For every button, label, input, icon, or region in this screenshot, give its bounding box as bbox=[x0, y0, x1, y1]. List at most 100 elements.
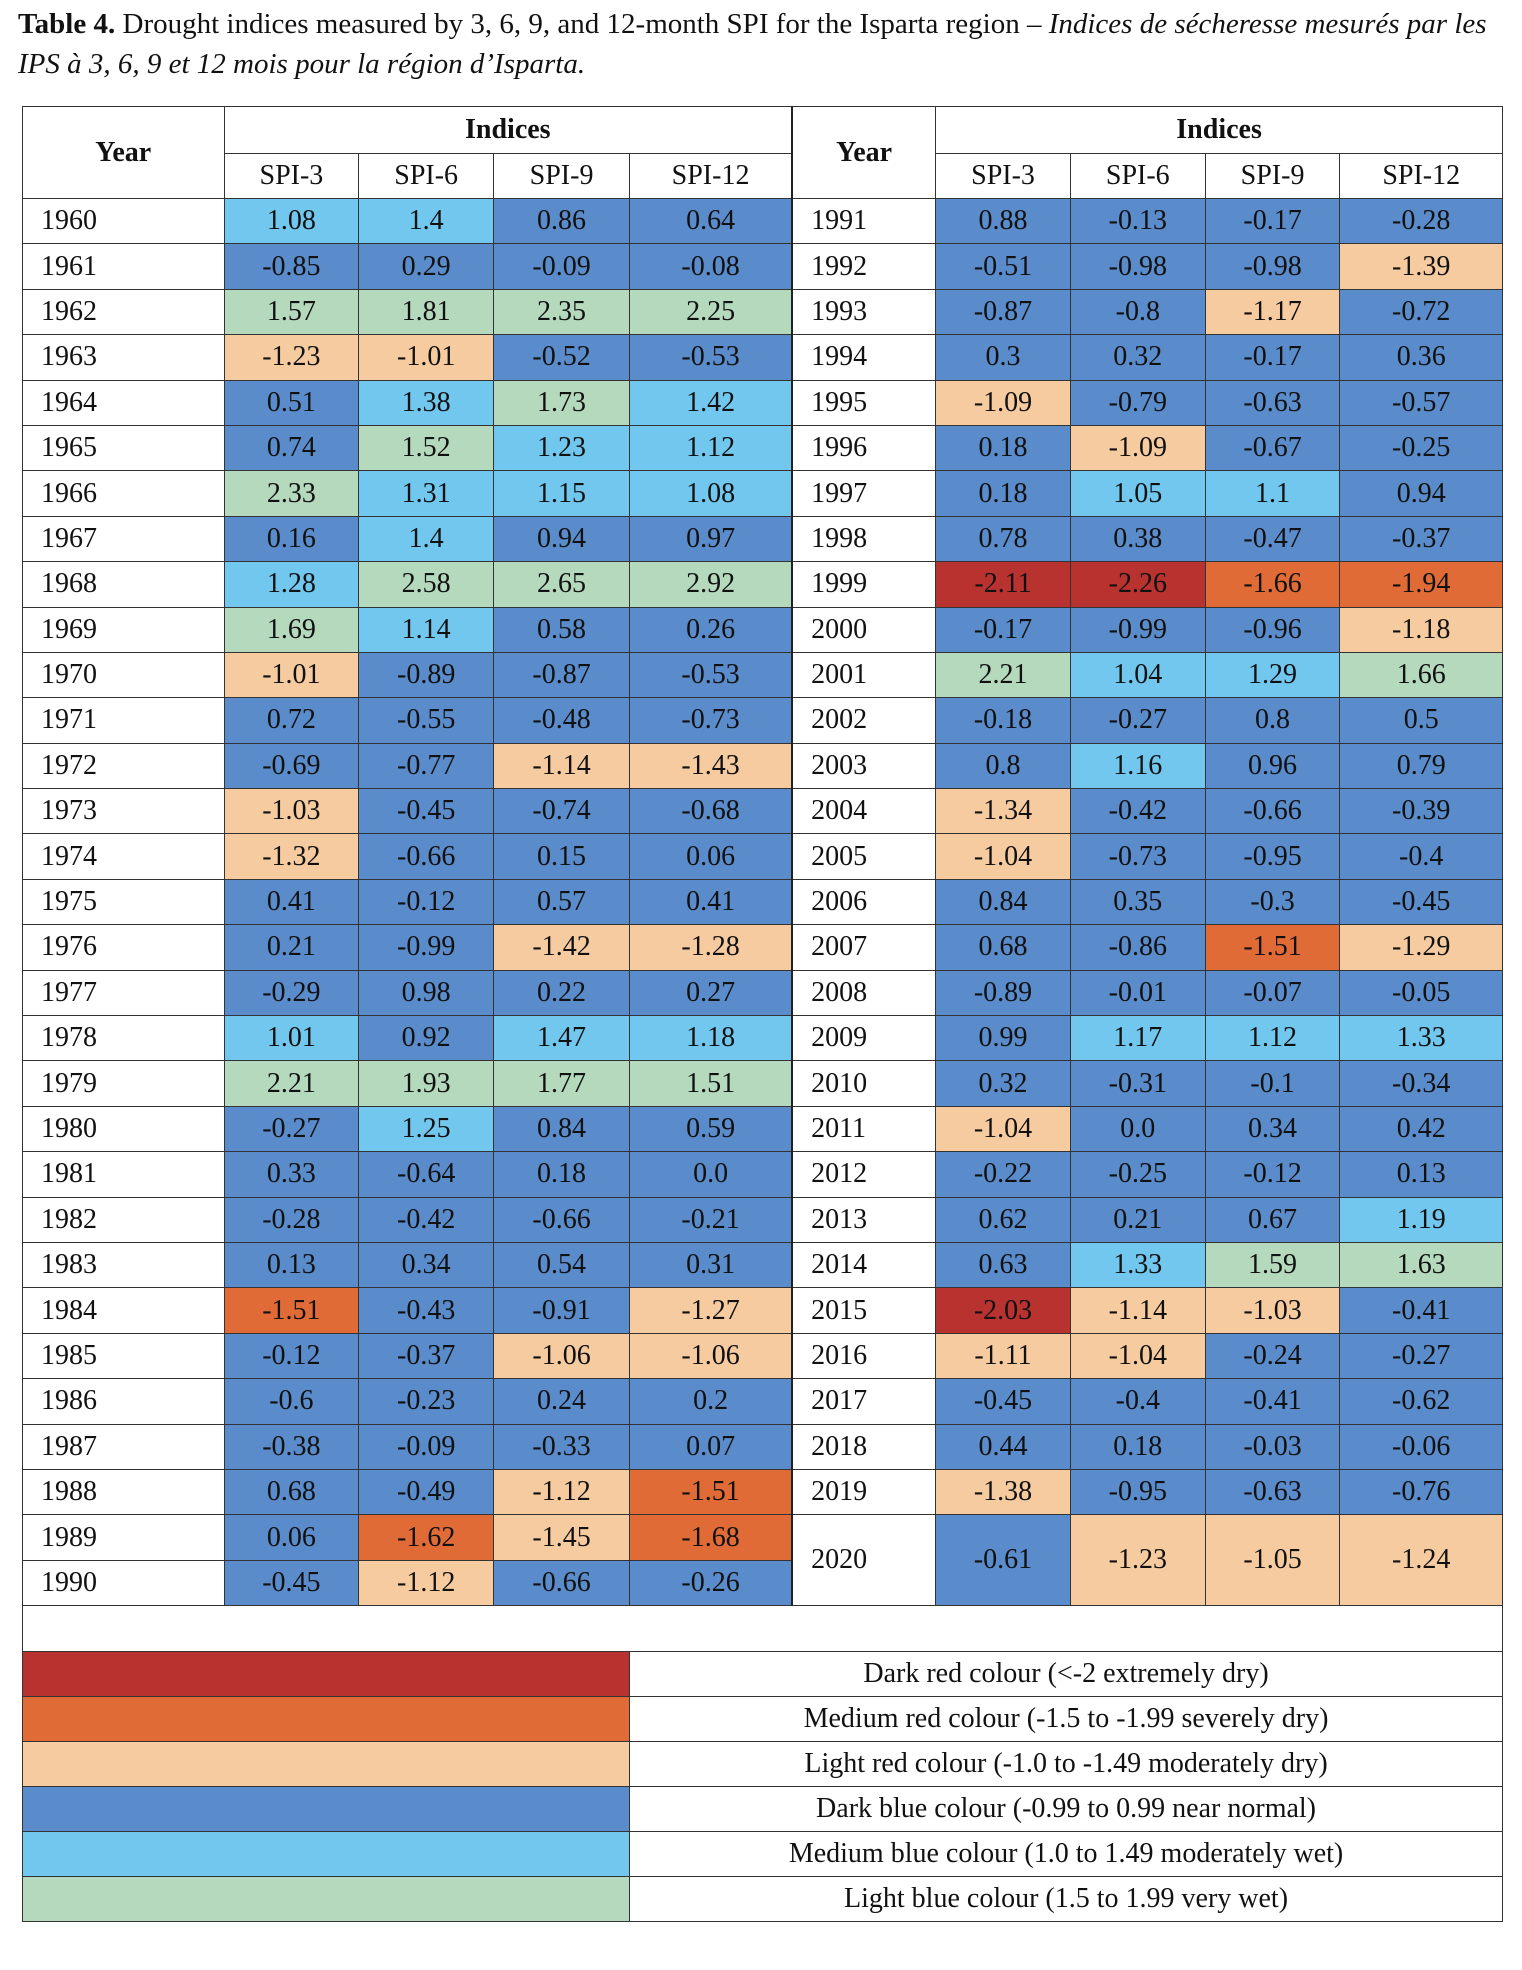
spi-cell: 0.86 bbox=[493, 197, 631, 245]
year-cell: 1978 bbox=[22, 1015, 225, 1062]
spi-cell: -0.13 bbox=[1069, 197, 1206, 245]
spi-cell: 1.12 bbox=[1204, 1015, 1341, 1062]
spi-cell: -0.77 bbox=[358, 742, 495, 790]
spi-cell: 0.92 bbox=[358, 1015, 495, 1062]
spi-cell: 0.2 bbox=[629, 1378, 793, 1425]
spi-cell: -0.12 bbox=[358, 878, 495, 926]
year-cell: 1979 bbox=[22, 1060, 225, 1107]
spi-cell: -1.24 bbox=[1339, 1514, 1503, 1607]
spi-cell: -1.62 bbox=[358, 1514, 495, 1561]
spi-cell: -0.76 bbox=[1339, 1468, 1503, 1516]
spi-cell: -0.29 bbox=[223, 969, 360, 1017]
spi-cell: -0.12 bbox=[1204, 1151, 1341, 1198]
spi-cell: -0.89 bbox=[358, 651, 495, 699]
table-row: 1970 -1.01 -0.89 -0.87 -0.53 2001 2.21 1.04 1.29… bbox=[22, 651, 1503, 699]
year-cell: 1985 bbox=[22, 1332, 225, 1380]
year-cell: 1980 bbox=[22, 1105, 225, 1153]
spi-cell: 0.98 bbox=[358, 969, 495, 1017]
spi-cell: -1.66 bbox=[1204, 561, 1341, 608]
spi-cell: -0.38 bbox=[223, 1423, 360, 1470]
year-cell: 1976 bbox=[22, 924, 225, 971]
spi-cell: -0.41 bbox=[1339, 1287, 1503, 1334]
year-cell: 1988 bbox=[22, 1468, 225, 1516]
year-cell: 1962 bbox=[22, 288, 225, 336]
year-cell: 1969 bbox=[22, 606, 225, 653]
spi-cell: -2.26 bbox=[1069, 561, 1206, 608]
year-cell: 2006 bbox=[791, 878, 937, 926]
spi-cell: -0.05 bbox=[1339, 969, 1503, 1017]
spi-cell: 0.29 bbox=[358, 243, 495, 290]
spi-cell: 1.33 bbox=[1069, 1241, 1206, 1289]
spi-cell: -1.38 bbox=[935, 1468, 1071, 1516]
spi-cell: -0.45 bbox=[935, 1378, 1071, 1425]
spi-cell: 0.94 bbox=[493, 515, 631, 563]
spi-cell: -0.39 bbox=[1339, 788, 1503, 835]
spi-cell: -0.62 bbox=[1339, 1378, 1503, 1425]
spi-cell: 0.44 bbox=[935, 1423, 1071, 1470]
spi-cell: 0.34 bbox=[1204, 1105, 1341, 1153]
year-cell: 2000 bbox=[791, 606, 937, 653]
spi-cell: -0.95 bbox=[1069, 1468, 1206, 1516]
spi-cell: 0.41 bbox=[223, 878, 360, 926]
spi-cell: 1.15 bbox=[493, 470, 631, 517]
spi-cell: -0.22 bbox=[935, 1151, 1071, 1198]
spi-cell: -0.96 bbox=[1204, 606, 1341, 653]
spi-cell: -1.06 bbox=[629, 1332, 793, 1380]
spi-cell: -0.74 bbox=[493, 788, 631, 835]
spi-cell: -0.26 bbox=[629, 1559, 793, 1607]
legend-swatch bbox=[21, 1741, 631, 1788]
spi-cell: -0.27 bbox=[223, 1105, 360, 1153]
spi-cell: 1.63 bbox=[1339, 1241, 1503, 1289]
legend-row: Medium red colour (-1.5 to -1.99 severel… bbox=[21, 1696, 1503, 1743]
spi-cell: 0.57 bbox=[493, 878, 631, 926]
legend-label: Light red colour (-1.0 to -1.49 moderate… bbox=[629, 1741, 1503, 1788]
spi-cell: -0.8 bbox=[1069, 288, 1206, 336]
year-cell: 1965 bbox=[22, 424, 225, 472]
table-row: 1990 -0.45 -1.12 -0.66 -0.26 bbox=[22, 1559, 1503, 1607]
table-row: 1983 0.13 0.34 0.54 0.31 2014 0.63 1.33 1.59 1.63 bbox=[22, 1241, 1503, 1289]
spi-cell: -1.04 bbox=[1069, 1332, 1206, 1380]
year-cell: 1981 bbox=[22, 1151, 225, 1198]
year-cell: 1977 bbox=[22, 969, 225, 1017]
spi-cell: 1.18 bbox=[629, 1015, 793, 1062]
year-cell: 1961 bbox=[22, 243, 225, 290]
spi-cell: -1.23 bbox=[223, 334, 360, 381]
spi-cell: 0.59 bbox=[629, 1105, 793, 1153]
table-caption: Table 4. Drought indices measured by 3, … bbox=[18, 4, 1508, 84]
spi-cell: -0.09 bbox=[358, 1423, 495, 1470]
year-cell: 2007 bbox=[791, 924, 937, 971]
legend: Dark red colour (<-2 extremely dry) Mediu… bbox=[21, 1651, 1503, 1923]
year-cell: 2004 bbox=[791, 788, 937, 835]
year-cell: 1993 bbox=[791, 288, 937, 336]
legend-label: Medium red colour (-1.5 to -1.99 severel… bbox=[629, 1696, 1503, 1743]
spi-cell: 0.18 bbox=[935, 424, 1071, 472]
spi-cell: 0.96 bbox=[1204, 742, 1341, 790]
legend-row: Dark red colour (<-2 extremely dry) bbox=[21, 1651, 1503, 1698]
spi-cell: -0.55 bbox=[358, 697, 495, 744]
spi-cell: 1.04 bbox=[1069, 651, 1206, 699]
year-cell: 1964 bbox=[22, 379, 225, 426]
spi-cell: -0.68 bbox=[629, 788, 793, 835]
spi-cell: -0.45 bbox=[223, 1559, 360, 1607]
spi-cell: 0.32 bbox=[1069, 334, 1206, 381]
spi-cell: -1.09 bbox=[935, 379, 1071, 426]
spi-cell: 1.08 bbox=[223, 197, 360, 245]
spi-cell: 0.94 bbox=[1339, 470, 1503, 517]
year-cell: 1983 bbox=[22, 1241, 225, 1289]
table-row: 1964 0.51 1.38 1.73 1.42 1995 -1.09 -0.79 -0.63-… bbox=[22, 379, 1503, 426]
year-header-right: Year bbox=[791, 106, 937, 199]
spi-cell: -1.09 bbox=[1069, 424, 1206, 472]
year-cell: 1990 bbox=[22, 1559, 225, 1607]
spi-cell: 0.27 bbox=[629, 969, 793, 1017]
spi-cell: -1.28 bbox=[629, 924, 793, 971]
spi-cell: 0.84 bbox=[935, 878, 1071, 926]
year-cell: 2001 bbox=[791, 651, 937, 699]
spi-cell: -0.17 bbox=[1204, 197, 1341, 245]
table-row: 1972 -0.69 -0.77 -1.14 -1.43 2003 0.8 1.16 0.96 0… bbox=[22, 742, 1503, 790]
spi-cell: -0.08 bbox=[629, 243, 793, 290]
spi-cell: -0.49 bbox=[358, 1468, 495, 1516]
year-cell: 1967 bbox=[22, 515, 225, 563]
spi-cell: 0.3 bbox=[935, 334, 1071, 381]
spi-cell: 0.8 bbox=[935, 742, 1071, 790]
spi-cell: 0.0 bbox=[629, 1151, 793, 1198]
